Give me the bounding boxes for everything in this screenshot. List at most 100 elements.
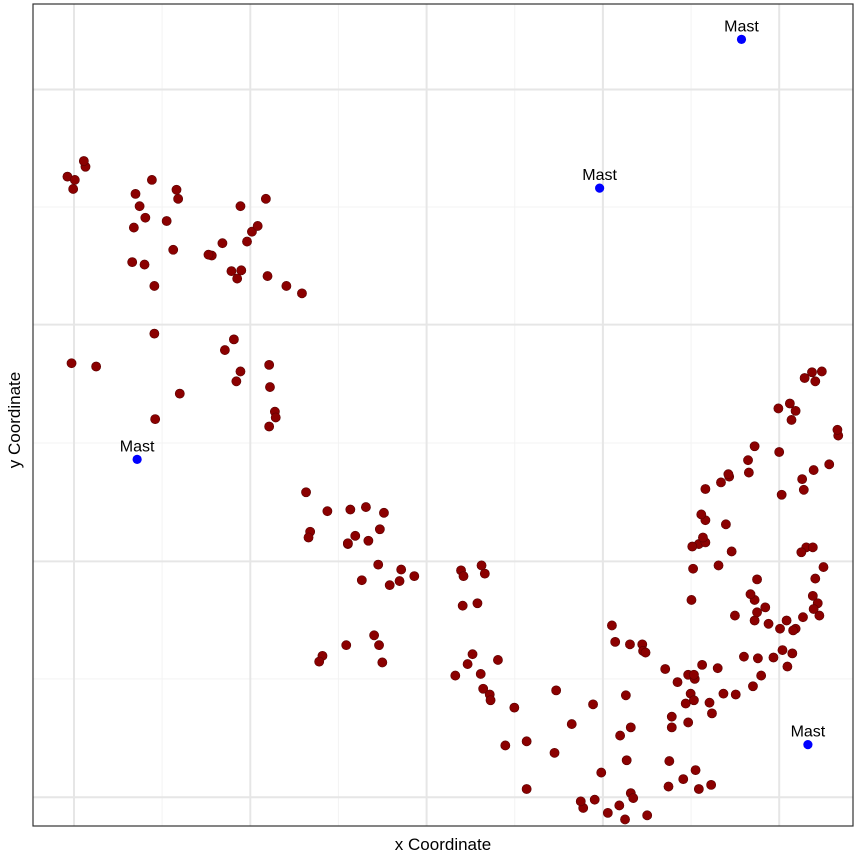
data-point [743, 455, 753, 466]
data-point [551, 685, 562, 696]
data-point [756, 670, 767, 681]
data-point [712, 663, 723, 674]
data-point [369, 630, 380, 641]
data-point [314, 656, 325, 667]
data-point [373, 559, 384, 570]
data-point [264, 421, 275, 432]
mast-point [595, 183, 605, 193]
data-point [642, 810, 653, 821]
data-point [235, 366, 246, 377]
data-point [700, 484, 711, 494]
data-point [146, 175, 157, 185]
data-point [781, 615, 792, 626]
data-point [713, 560, 724, 571]
data-point [458, 571, 469, 582]
data-point [693, 784, 704, 794]
data-point [226, 266, 237, 277]
data-point [721, 519, 731, 530]
data-point [786, 415, 797, 425]
data-point [698, 532, 708, 543]
data-point [549, 747, 560, 758]
data-point [130, 188, 141, 199]
mast-label: Mast [120, 438, 155, 455]
data-point [666, 711, 677, 722]
data-point [686, 595, 697, 605]
data-point [798, 484, 809, 495]
data-point [718, 688, 729, 699]
data-point [607, 620, 617, 631]
data-point [621, 755, 632, 766]
data-point [140, 212, 151, 223]
data-point [297, 288, 307, 299]
data-point [161, 216, 172, 226]
data-point [628, 793, 639, 803]
data-point [763, 618, 774, 629]
data-point [374, 640, 384, 651]
data-point [620, 690, 631, 701]
data-point [704, 697, 715, 708]
data-point [807, 590, 818, 601]
mast-point [803, 740, 813, 750]
data-point [689, 695, 699, 706]
data-point [782, 661, 793, 672]
data-point [485, 695, 496, 706]
data-point [810, 573, 821, 584]
data-point [479, 568, 490, 579]
data-point [697, 659, 708, 670]
mast-label: Mast [791, 724, 826, 741]
data-point [476, 560, 487, 571]
data-point [807, 367, 817, 378]
data-point [615, 730, 626, 741]
data-point [832, 424, 843, 435]
data-point [748, 681, 758, 692]
data-point [776, 489, 787, 500]
mast-label: Mast [582, 167, 617, 184]
data-point [760, 602, 771, 613]
data-point [174, 388, 185, 399]
data-point [262, 271, 273, 281]
data-point [810, 376, 821, 387]
data-point [341, 640, 352, 651]
data-point [683, 717, 694, 728]
data-point [303, 532, 314, 543]
mast-label: Mast [724, 18, 759, 35]
y-axis-title: y Coordinate [5, 372, 24, 468]
data-point [610, 636, 621, 647]
data-point [790, 405, 801, 416]
data-point [363, 535, 374, 546]
data-point [663, 781, 674, 792]
data-point [640, 647, 651, 658]
data-point [475, 669, 486, 679]
data-point [575, 796, 586, 807]
data-point [149, 281, 160, 291]
data-point [743, 467, 754, 478]
data-point [345, 504, 356, 515]
data-point [614, 800, 625, 811]
data-point [219, 345, 230, 355]
data-point [664, 756, 675, 766]
data-point [322, 506, 333, 517]
data-point [91, 361, 102, 372]
data-point [356, 575, 367, 586]
data-point [784, 398, 795, 409]
data-point [716, 477, 726, 488]
data-point [394, 576, 405, 586]
data-point [472, 598, 483, 609]
data-point [807, 542, 818, 553]
data-point [235, 201, 246, 212]
data-point [723, 469, 734, 480]
data-point [78, 156, 89, 166]
data-point [690, 765, 701, 776]
data-point [66, 358, 77, 369]
data-point [409, 571, 420, 582]
data-point [589, 794, 600, 805]
data-point [730, 689, 741, 700]
data-point [521, 784, 532, 794]
data-point [625, 639, 635, 650]
panel-border [32, 3, 854, 827]
data-point [796, 547, 807, 558]
data-point [377, 657, 388, 668]
data-point [171, 184, 182, 195]
data-point [69, 175, 80, 185]
